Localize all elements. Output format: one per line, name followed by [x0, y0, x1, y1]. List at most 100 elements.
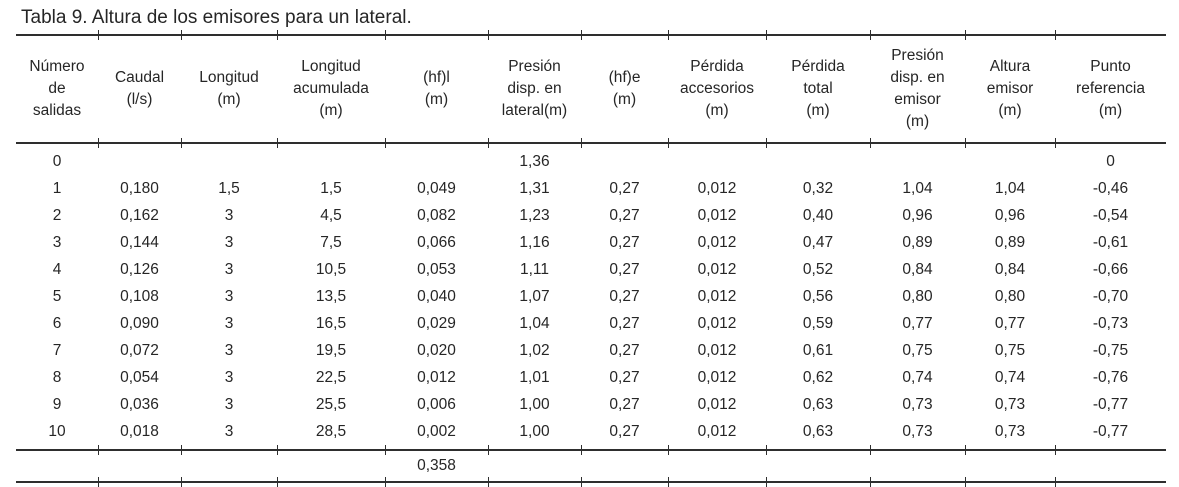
cell: 0,74	[994, 368, 1026, 386]
table-title: Tabla 9. Altura de los emisores para un …	[21, 7, 412, 28]
cell: 0,012	[697, 287, 737, 305]
cell: 1,00	[519, 395, 550, 413]
cell: 0,012	[697, 314, 737, 332]
cell: 0,040	[417, 287, 456, 305]
table-row: 8 0,054 3 22,5 0,012 1,01 0,27 0,012 0,62 0,74 0,7…	[16, 364, 1166, 391]
cell: 5	[52, 287, 62, 305]
footer-cell	[277, 455, 385, 477]
cell: 3	[224, 206, 234, 224]
cell: 1,11	[519, 260, 550, 278]
cell: 1,01	[519, 368, 550, 386]
footer-cell	[181, 455, 277, 477]
cell: 0,180	[120, 179, 159, 197]
cell: 0,27	[609, 368, 640, 386]
rule-segment	[487, 477, 581, 487]
cell: 0,012	[697, 341, 737, 359]
cell: 1,36	[519, 152, 550, 170]
cell: 0,62	[802, 368, 834, 386]
rule-segment	[276, 445, 385, 455]
column-header-presion-emisor: Presión disp. en emisor (m)	[890, 47, 945, 130]
emitters-table: Número de salidas Caudal (l/s) Longitud …	[16, 30, 1166, 487]
rule-segment	[16, 30, 98, 40]
rule-segment	[487, 445, 581, 455]
cell: 0,27	[609, 233, 640, 251]
rule-segment	[869, 445, 965, 455]
rule-segment	[1054, 138, 1166, 148]
rule-segment	[667, 477, 766, 487]
rule-segment	[487, 30, 581, 40]
rule-segment	[765, 138, 870, 148]
cell: 10,5	[315, 260, 347, 278]
rule-segment	[97, 477, 181, 487]
rule-segment	[384, 30, 488, 40]
cell: 1,07	[519, 287, 550, 305]
cell: 0,77	[994, 314, 1026, 332]
cell: 13,5	[315, 287, 347, 305]
rule-segment	[1054, 477, 1166, 487]
table-row: 4 0,126 3 10,5 0,053 1,11 0,27 0,012 0,52 0,84 0,8…	[16, 256, 1166, 283]
table-row: 7 0,072 3 19,5 0,020 1,02 0,27 0,012 0,61 0,75 0,7…	[16, 337, 1166, 364]
rule-segment	[180, 445, 277, 455]
cell: 28,5	[315, 422, 347, 440]
cell: 0,090	[120, 314, 159, 332]
rule-segment	[1054, 445, 1166, 455]
table-row: 2 0,162 3 4,5 0,082 1,23 0,27 0,012 0,40 0,96 0,96…	[16, 202, 1166, 229]
rule-segment	[667, 138, 766, 148]
cell: -0,66	[1092, 260, 1129, 278]
cell: 0,053	[417, 260, 456, 278]
rule-segment	[869, 477, 965, 487]
column-header-caudal: Caudal (l/s)	[114, 69, 165, 108]
cell: 22,5	[315, 368, 347, 386]
cell: 3	[224, 287, 234, 305]
header-row: Número de salidas Caudal (l/s) Longitud …	[16, 40, 1166, 138]
rule-segment	[765, 30, 870, 40]
table-row: 10 0,018 3 28,5 0,002 1,00 0,27 0,012 0,63 0,73 0,…	[16, 418, 1166, 445]
rule-segment	[964, 138, 1055, 148]
cell	[181, 148, 277, 175]
cell: 1,00	[519, 422, 550, 440]
cell: 1,5	[218, 179, 240, 197]
cell: 16,5	[315, 314, 347, 332]
rule-segment	[276, 138, 385, 148]
rule-segment	[869, 30, 965, 40]
cell: 0,108	[120, 287, 159, 305]
cell: 0,63	[802, 395, 834, 413]
cell: 0,96	[902, 206, 933, 224]
table-row: 5 0,108 3 13,5 0,040 1,07 0,27 0,012 0,56 0,80 0,8…	[16, 283, 1166, 310]
rule-segment	[384, 445, 488, 455]
cell: 0,066	[417, 233, 456, 251]
cell: 3	[224, 395, 234, 413]
rule-header-bottom	[16, 138, 1166, 148]
cell: 3	[224, 341, 234, 359]
rule-segment	[180, 30, 277, 40]
footer-cell	[98, 455, 181, 477]
cell: 1,02	[519, 341, 550, 359]
table-row: 6 0,090 3 16,5 0,029 1,04 0,27 0,012 0,59 0,77 0,7…	[16, 310, 1166, 337]
footer-cell	[965, 455, 1055, 477]
footer-cell	[16, 455, 98, 477]
column-header-num-salidas: Número de salidas	[29, 58, 85, 119]
cell: -0,77	[1092, 395, 1129, 413]
cell: 0,012	[697, 206, 737, 224]
rule-segment	[765, 445, 870, 455]
rule-segment	[667, 445, 766, 455]
rule-segment	[667, 30, 766, 40]
cell: 0,27	[609, 206, 640, 224]
cell: 8	[52, 368, 62, 386]
footer-cell	[870, 455, 965, 477]
cell: 0,73	[994, 422, 1026, 440]
table-row: 0 1,36 0	[16, 148, 1166, 175]
rule-segment	[765, 477, 870, 487]
cell: 0,082	[417, 206, 456, 224]
cell: 0,020	[417, 341, 456, 359]
cell	[965, 148, 1055, 175]
cell	[277, 148, 385, 175]
cell: 0,012	[697, 233, 737, 251]
rule-segment	[276, 30, 385, 40]
cell: 9	[52, 395, 62, 413]
cell: 0,74	[902, 368, 933, 386]
cell: 25,5	[315, 395, 347, 413]
cell: 4	[52, 260, 62, 278]
rule-segment	[869, 138, 965, 148]
cell: 0,27	[609, 260, 640, 278]
